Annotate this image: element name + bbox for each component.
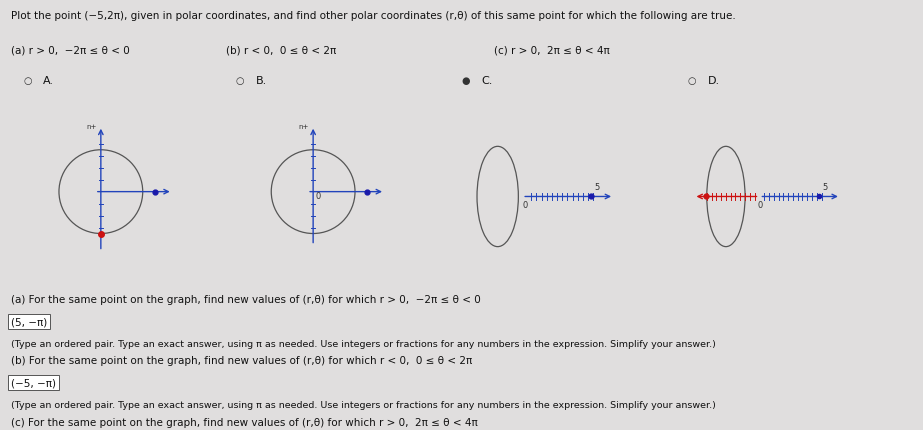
Text: n+: n+: [298, 124, 309, 130]
Text: (5, −π): (5, −π): [11, 317, 47, 327]
Text: n+: n+: [86, 124, 97, 130]
Text: 0: 0: [758, 201, 763, 210]
Text: ●: ●: [462, 76, 470, 86]
Text: (Type an ordered pair. Type an exact answer, using π as needed. Use integers or : (Type an ordered pair. Type an exact ans…: [11, 400, 716, 409]
Text: Plot the point (−5,2π), given in polar coordinates, and find other polar coordin: Plot the point (−5,2π), given in polar c…: [11, 11, 736, 21]
Text: 5: 5: [594, 182, 600, 191]
Text: (−5, −π): (−5, −π): [11, 378, 56, 388]
Text: (a) For the same point on the graph, find new values of (r,θ) for which r > 0,  : (a) For the same point on the graph, fin…: [11, 295, 481, 304]
Text: (a) r > 0,  −2π ≤ θ < 0: (a) r > 0, −2π ≤ θ < 0: [11, 45, 130, 55]
Text: C.: C.: [482, 76, 493, 86]
Text: 0: 0: [316, 191, 321, 200]
Text: 5: 5: [822, 182, 828, 191]
Text: D.: D.: [708, 76, 720, 86]
Text: A.: A.: [43, 76, 54, 86]
Text: ○: ○: [688, 76, 696, 86]
Text: ○: ○: [235, 76, 244, 86]
Text: (b) r < 0,  0 ≤ θ < 2π: (b) r < 0, 0 ≤ θ < 2π: [226, 45, 336, 55]
Text: (b) For the same point on the graph, find new values of (r,θ) for which r < 0,  : (b) For the same point on the graph, fin…: [11, 356, 473, 365]
Text: B.: B.: [256, 76, 267, 86]
Text: 0: 0: [522, 201, 527, 210]
Text: (c) r > 0,  2π ≤ θ < 4π: (c) r > 0, 2π ≤ θ < 4π: [494, 45, 609, 55]
Text: ○: ○: [23, 76, 31, 86]
Text: (c) For the same point on the graph, find new values of (r,θ) for which r > 0,  : (c) For the same point on the graph, fin…: [11, 417, 478, 427]
Text: (Type an ordered pair. Type an exact answer, using π as needed. Use integers or : (Type an ordered pair. Type an exact ans…: [11, 339, 716, 348]
